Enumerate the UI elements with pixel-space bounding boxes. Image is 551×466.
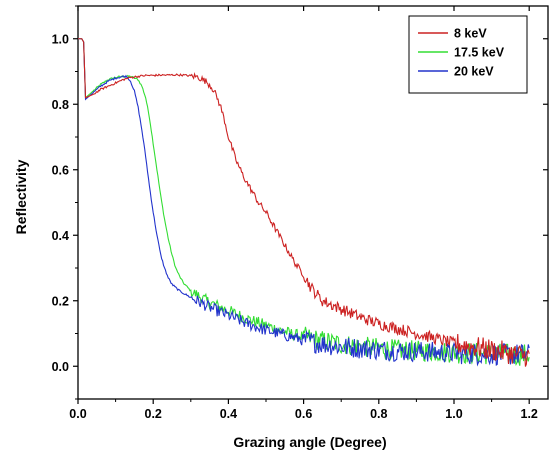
series-line-3 xyxy=(78,38,530,367)
legend-label: 17.5 keV xyxy=(454,46,505,60)
x-tick-label: 0.6 xyxy=(295,407,312,421)
x-tick-label: 0.2 xyxy=(145,407,162,421)
legend-box xyxy=(408,15,528,94)
legend-label: 20 keV xyxy=(454,65,494,79)
x-tick-label: 0.0 xyxy=(69,407,86,421)
series-line-1 xyxy=(78,38,530,367)
x-tick-label: 1.2 xyxy=(521,407,538,421)
y-tick-label: 0.2 xyxy=(52,294,69,308)
legend: 8 keV 17.5 keV 20 keV xyxy=(408,15,528,94)
y-axis-title: Reflectivity xyxy=(13,159,29,234)
x-tick-label: 0.4 xyxy=(220,407,237,421)
y-tick-label: 1.0 xyxy=(52,32,69,46)
y-tick-label: 0.0 xyxy=(52,360,69,374)
x-tick-label: 0.8 xyxy=(370,407,387,421)
series-line-2 xyxy=(78,38,530,366)
y-tick-label: 0.8 xyxy=(52,98,69,112)
axes: 0.0 0.2 0.4 0.6 0.8 1.0 1.2 0.0 0.2 0.4 0.6 0.8 1.0 xyxy=(52,5,548,421)
x-tick-label: 1.0 xyxy=(445,407,462,421)
x-axis-title: Grazing angle (Degree) xyxy=(233,434,386,450)
legend-label: 8 keV xyxy=(454,27,487,41)
y-tick-label: 0.6 xyxy=(52,163,69,177)
series-lines xyxy=(78,38,530,367)
y-tick-label: 0.4 xyxy=(52,229,69,243)
